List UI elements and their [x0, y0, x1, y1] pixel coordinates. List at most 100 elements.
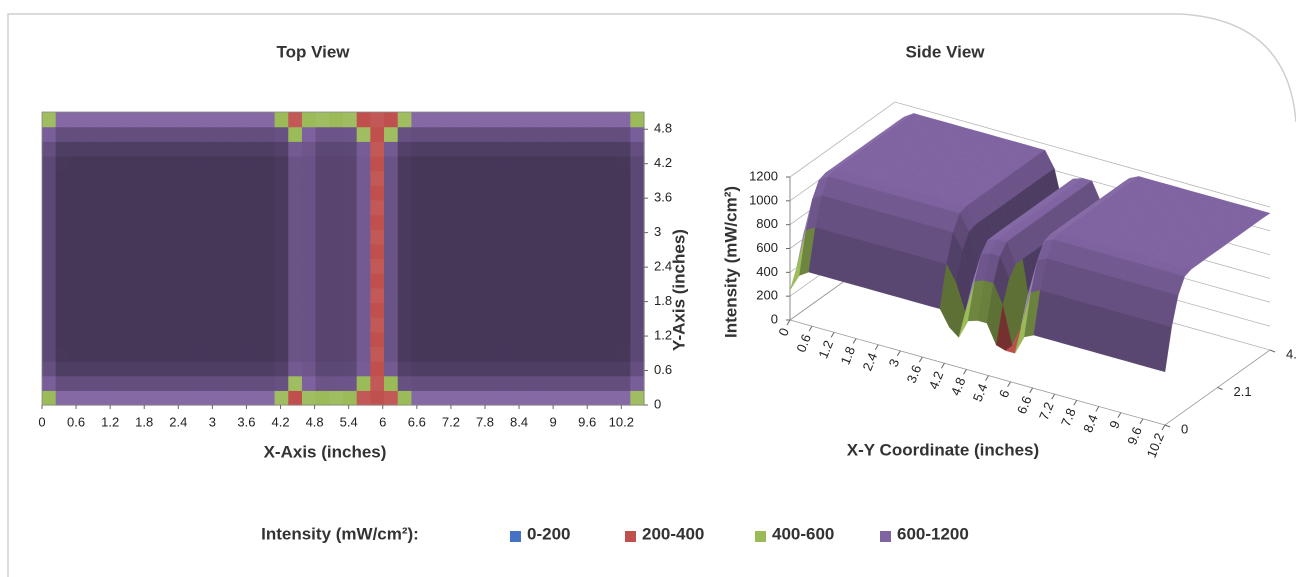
surface-cell — [370, 155, 385, 172]
surface-cell — [589, 258, 604, 274]
surface-cell — [520, 331, 536, 347]
surface-cell — [548, 390, 563, 406]
surface-cell — [110, 214, 125, 230]
surface-cell — [384, 112, 399, 128]
surface-cell — [493, 258, 508, 274]
surface-cell — [438, 185, 454, 201]
x-tick-label: 2.4 — [860, 350, 881, 372]
surface-cell — [165, 185, 180, 201]
surface-cell — [589, 317, 604, 333]
surface-cell — [206, 141, 221, 157]
legend-label: 400-600 — [772, 524, 834, 543]
surface-cell — [575, 317, 590, 333]
x-tick-label: 0 — [38, 414, 45, 429]
legend-title: Intensity (mW/cm²): — [261, 524, 419, 543]
surface-cell — [192, 331, 207, 347]
x-tick-label: 3 — [209, 414, 216, 429]
surface-cell — [55, 361, 70, 377]
surface-cell — [55, 243, 70, 260]
surface-cell — [602, 243, 618, 260]
surface-cell — [55, 185, 70, 201]
surface-cell — [397, 185, 413, 201]
surface-cell — [247, 258, 262, 274]
surface-cell — [151, 390, 166, 406]
surface-cell — [83, 141, 98, 157]
surface-cell — [260, 243, 276, 260]
surface-cell — [151, 375, 166, 391]
surface-cell — [507, 273, 522, 289]
surface-cell — [260, 375, 276, 391]
surface-cell — [219, 273, 235, 289]
z-tick-label: 400 — [756, 264, 778, 279]
surface-cell — [110, 361, 125, 377]
surface-cell — [370, 287, 385, 304]
x-tick-label: 5.4 — [970, 381, 991, 403]
x-tick — [1073, 400, 1078, 406]
surface-cell — [356, 375, 371, 391]
surface-cell — [55, 375, 70, 391]
surface-cell — [247, 185, 262, 201]
x-tick — [940, 362, 945, 369]
surface-cell — [534, 375, 549, 391]
surface-cell — [178, 346, 194, 362]
surface-cell — [329, 273, 344, 289]
surface-cell — [329, 185, 344, 201]
surface-cell — [55, 155, 70, 172]
surface-cell — [233, 112, 248, 128]
surface-cell — [55, 126, 70, 142]
surface-cell — [602, 141, 618, 157]
surface-cell — [206, 317, 221, 333]
surface-cell — [55, 170, 70, 186]
surface-cell — [315, 185, 330, 201]
surface-cell — [301, 185, 317, 201]
surface-cell — [42, 390, 57, 406]
x-tick-label: 4.8 — [306, 414, 324, 429]
surface-cell — [110, 390, 125, 406]
surface-cell — [301, 126, 317, 142]
surface-cell — [493, 317, 508, 333]
surface-cell — [110, 331, 125, 347]
surface-cell — [165, 170, 180, 186]
surface-cell — [69, 302, 84, 318]
x-tick-label: 4.2 — [926, 369, 947, 391]
surface-cell — [602, 170, 618, 186]
surface-cell — [466, 361, 481, 377]
surface-cell — [219, 243, 235, 260]
surface-cell — [452, 287, 467, 304]
surface-cell — [602, 273, 618, 289]
surface-cell — [288, 361, 303, 377]
surface-cell — [83, 390, 98, 406]
surface-cell — [165, 361, 180, 377]
surface-cell — [466, 317, 481, 333]
surface-cell — [479, 141, 495, 157]
x-tick-label: 0 — [775, 326, 792, 338]
surface-cell — [589, 155, 604, 172]
surface-cell — [329, 141, 344, 157]
surface-cell — [165, 243, 180, 260]
surface-cell — [206, 375, 221, 391]
surface-cell — [438, 346, 454, 362]
surface-cell — [260, 170, 276, 186]
surface-cell — [83, 170, 98, 186]
surface-cell — [233, 273, 248, 289]
surface-cell — [520, 229, 536, 245]
surface-cell — [192, 112, 207, 128]
surface-cell — [301, 346, 317, 362]
surface-cell — [260, 361, 276, 377]
surface-cell — [411, 390, 426, 406]
surface-cell — [260, 317, 276, 333]
surface-cell — [69, 112, 84, 128]
surface-cell — [411, 199, 426, 216]
surface-cell — [466, 375, 481, 391]
surface-cell — [630, 214, 645, 230]
surface-cell — [110, 243, 125, 260]
surface-cell — [233, 375, 248, 391]
surface-cell — [343, 112, 358, 128]
surface-cell — [69, 331, 84, 347]
surface-cell — [425, 229, 440, 245]
surface-cell — [616, 287, 631, 304]
surface-cell — [548, 317, 563, 333]
surface-cell — [602, 112, 618, 128]
surface-cell — [479, 170, 495, 186]
